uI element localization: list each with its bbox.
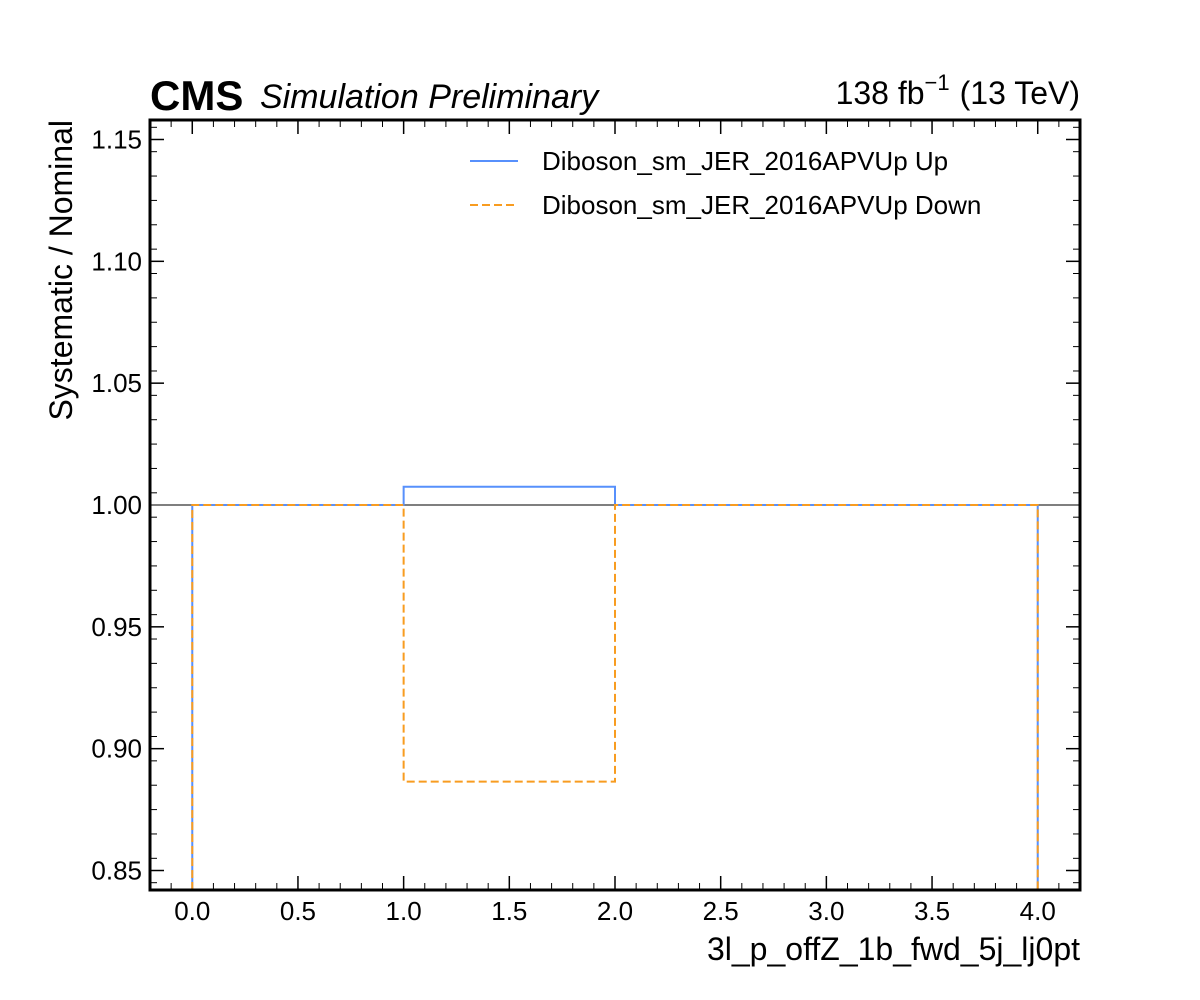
legend-label-up: Diboson_sm_JER_2016APVUp Up bbox=[542, 146, 948, 176]
y-axis-title: Systematic / Nominal bbox=[43, 120, 79, 421]
simulation-preliminary-label: Simulation Preliminary bbox=[260, 78, 600, 116]
lumi-exponent: −1 bbox=[925, 70, 950, 95]
series-group bbox=[191, 485, 1039, 890]
y-tick-label: 0.90 bbox=[91, 734, 142, 764]
legend: Diboson_sm_JER_2016APVUp Up Diboson_sm_J… bbox=[470, 146, 981, 220]
x-tick-label: 1.5 bbox=[491, 896, 527, 926]
x-tick-label: 3.5 bbox=[914, 896, 950, 926]
x-tick-label: 3.0 bbox=[808, 896, 844, 926]
legend-label-down: Diboson_sm_JER_2016APVUp Down bbox=[542, 190, 981, 220]
series-step-up bbox=[191, 485, 1039, 890]
series-step-down bbox=[191, 504, 1039, 890]
y-tick-label: 1.10 bbox=[91, 246, 142, 276]
x-tick-label: 1.0 bbox=[386, 896, 422, 926]
x-tick-label: 0.0 bbox=[174, 896, 210, 926]
y-tick-label: 1.05 bbox=[91, 368, 142, 398]
lumi-energy: (13 TeV) bbox=[960, 75, 1080, 111]
x-tick-label: 2.0 bbox=[597, 896, 633, 926]
lumi-value: 138 fb bbox=[836, 75, 925, 111]
y-tick-label: 1.00 bbox=[91, 490, 142, 520]
tick-labels: 0.0 0.5 1.0 1.5 2.0 2.5 3.0 3.5 4.0 0.85 0.90 0.95 1… bbox=[91, 124, 1055, 926]
plot-frame bbox=[148, 118, 1082, 892]
y-tick-label: 0.95 bbox=[91, 612, 142, 642]
luminosity-label: 138 fb−1 (13 TeV) bbox=[836, 70, 1080, 111]
x-tick-label: 0.5 bbox=[280, 896, 316, 926]
y-tick-label: 1.15 bbox=[91, 124, 142, 154]
x-tick-label: 4.0 bbox=[1020, 896, 1056, 926]
cms-label: CMS bbox=[150, 72, 243, 119]
y-tick-label: 0.85 bbox=[91, 856, 142, 886]
x-tick-label: 2.5 bbox=[703, 896, 739, 926]
x-axis-title: 3l_p_offZ_1b_fwd_5j_lj0pt bbox=[707, 931, 1080, 967]
